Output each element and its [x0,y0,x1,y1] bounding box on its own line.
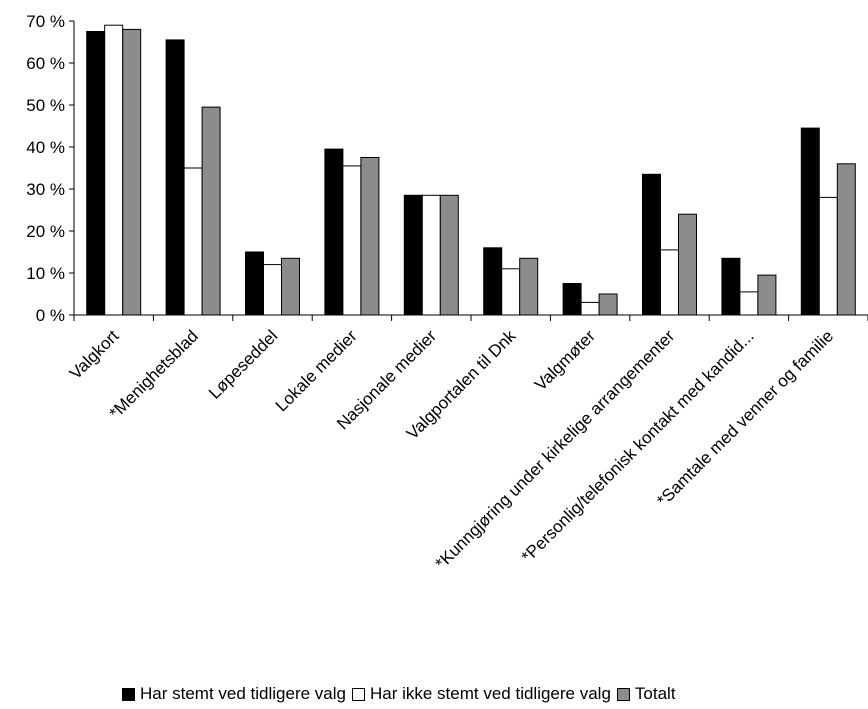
bar-3-10 [836,163,856,316]
y-tick-label: 70 % [26,12,65,31]
y-tick-label: 10 % [26,264,65,283]
bar-1-9 [721,257,741,316]
bar-2-8 [660,249,679,316]
bar-1-10 [800,127,820,316]
legend-item-series-1: Har stemt ved tidligere valg [122,684,346,704]
bar-2-10 [818,196,838,316]
legend-label-series-2: Har ikke stemt ved tidligere valg [369,684,611,703]
bar-1-4 [324,148,344,316]
bar-3-6 [519,257,539,316]
legend: Har stemt ved tidligere valg Har ikke st… [122,684,682,704]
y-tick-label: 60 % [26,54,65,73]
bar-3-5 [439,194,459,316]
bar-1-3 [245,251,264,316]
bar-2-6 [501,268,521,316]
legend-label-series-1: Har stemt ved tidligere valg [140,684,346,703]
bars [86,24,856,316]
y-tick-label: 20 % [26,222,65,241]
x-tick-label: Valgmøter [531,326,599,394]
bar-2-7 [580,301,600,316]
bar-3-9 [757,274,777,316]
bar-1-7 [562,283,582,316]
legend-swatch-series-2 [351,687,365,701]
bar-chart: 0 % 10 % 20 % 30 % 40 % 50 % 60 % 70 % Valgkort… [26,12,868,573]
legend-swatch-series-1 [122,687,135,701]
legend-label-series-3: Totalt [634,684,676,703]
bar-1-5 [403,194,423,316]
bar-1-8 [642,173,661,316]
bar-3-4 [360,157,380,316]
y-tick-label: 50 % [26,96,65,115]
x-tick-label: Lokale medier [272,326,361,415]
bar-3-2 [201,106,221,316]
legend-item-series-2: Har ikke stemt ved tidligere valg [351,684,611,704]
bar-2-2 [183,167,203,316]
y-axis: 0 % 10 % 20 % 30 % 40 % 50 % 60 % 70 % [26,12,75,325]
bar-3-7 [598,293,618,316]
bar-2-5 [421,194,441,316]
x-tick-label: *Samtale med venner og familie [653,326,837,510]
bar-1-1 [86,31,106,316]
y-tick-label: 30 % [26,180,65,199]
bar-1-6 [483,247,503,316]
legend-swatch-series-3 [616,687,630,701]
x-tick-label: Valgkort [66,326,123,383]
bar-3-8 [678,213,697,316]
bar-3-1 [122,28,142,316]
x-tick-label: Løpeseddel [205,326,281,402]
bar-1-2 [165,39,185,316]
bar-3-3 [281,257,300,316]
bar-2-1 [104,24,124,316]
y-tick-label: 40 % [26,138,65,157]
bar-2-3 [263,264,282,316]
bar-2-9 [739,291,759,316]
legend-item-series-3: Totalt [616,684,676,704]
y-tick-label: 0 % [36,306,65,325]
bar-2-4 [342,165,362,316]
